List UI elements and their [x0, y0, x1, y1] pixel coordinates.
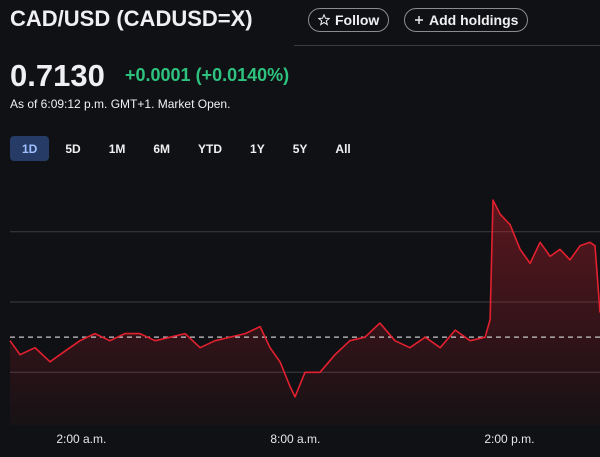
chart: 2:00 a.m. 8:00 a.m. 2:00 p.m.: [9, 199, 600, 446]
divider: [294, 45, 600, 46]
price-change: +0.0001 (+0.0140%): [125, 65, 290, 85]
x-tick-label: 2:00 p.m.: [484, 432, 534, 446]
plus-icon: [415, 16, 423, 24]
add-holdings-button[interactable]: Add holdings: [404, 8, 529, 32]
range-tab[interactable]: 1Y: [250, 141, 265, 156]
follow-label: Follow: [335, 12, 380, 28]
range-tab[interactable]: YTD: [198, 141, 223, 156]
area: [10, 200, 600, 425]
price-line: [9, 199, 600, 398]
star-icon: [318, 14, 330, 26]
range-tab[interactable]: 5Y: [292, 141, 308, 156]
range-tab[interactable]: All: [335, 141, 351, 156]
range-tab[interactable]: 1D: [10, 136, 50, 161]
x-tick-label: 2:00 a.m.: [56, 432, 106, 446]
x-tick-label: 8:00 a.m.: [270, 432, 320, 446]
title: CAD/USD (CADUSD=X): [10, 6, 253, 31]
range-tab[interactable]: 5D: [65, 141, 81, 156]
range-tab[interactable]: 6M: [153, 141, 171, 156]
range-tabs: 1D 5D 1M 6M YTD 1Y 5Y All: [10, 136, 367, 161]
add-holdings-label: Add holdings: [429, 12, 519, 28]
follow-button[interactable]: Follow: [308, 8, 390, 32]
range-tab[interactable]: 1M: [108, 141, 126, 156]
as-of: As of 6:09:12 p.m. GMT+1. Market Open.: [10, 97, 231, 111]
price: 0.7130: [10, 58, 105, 93]
